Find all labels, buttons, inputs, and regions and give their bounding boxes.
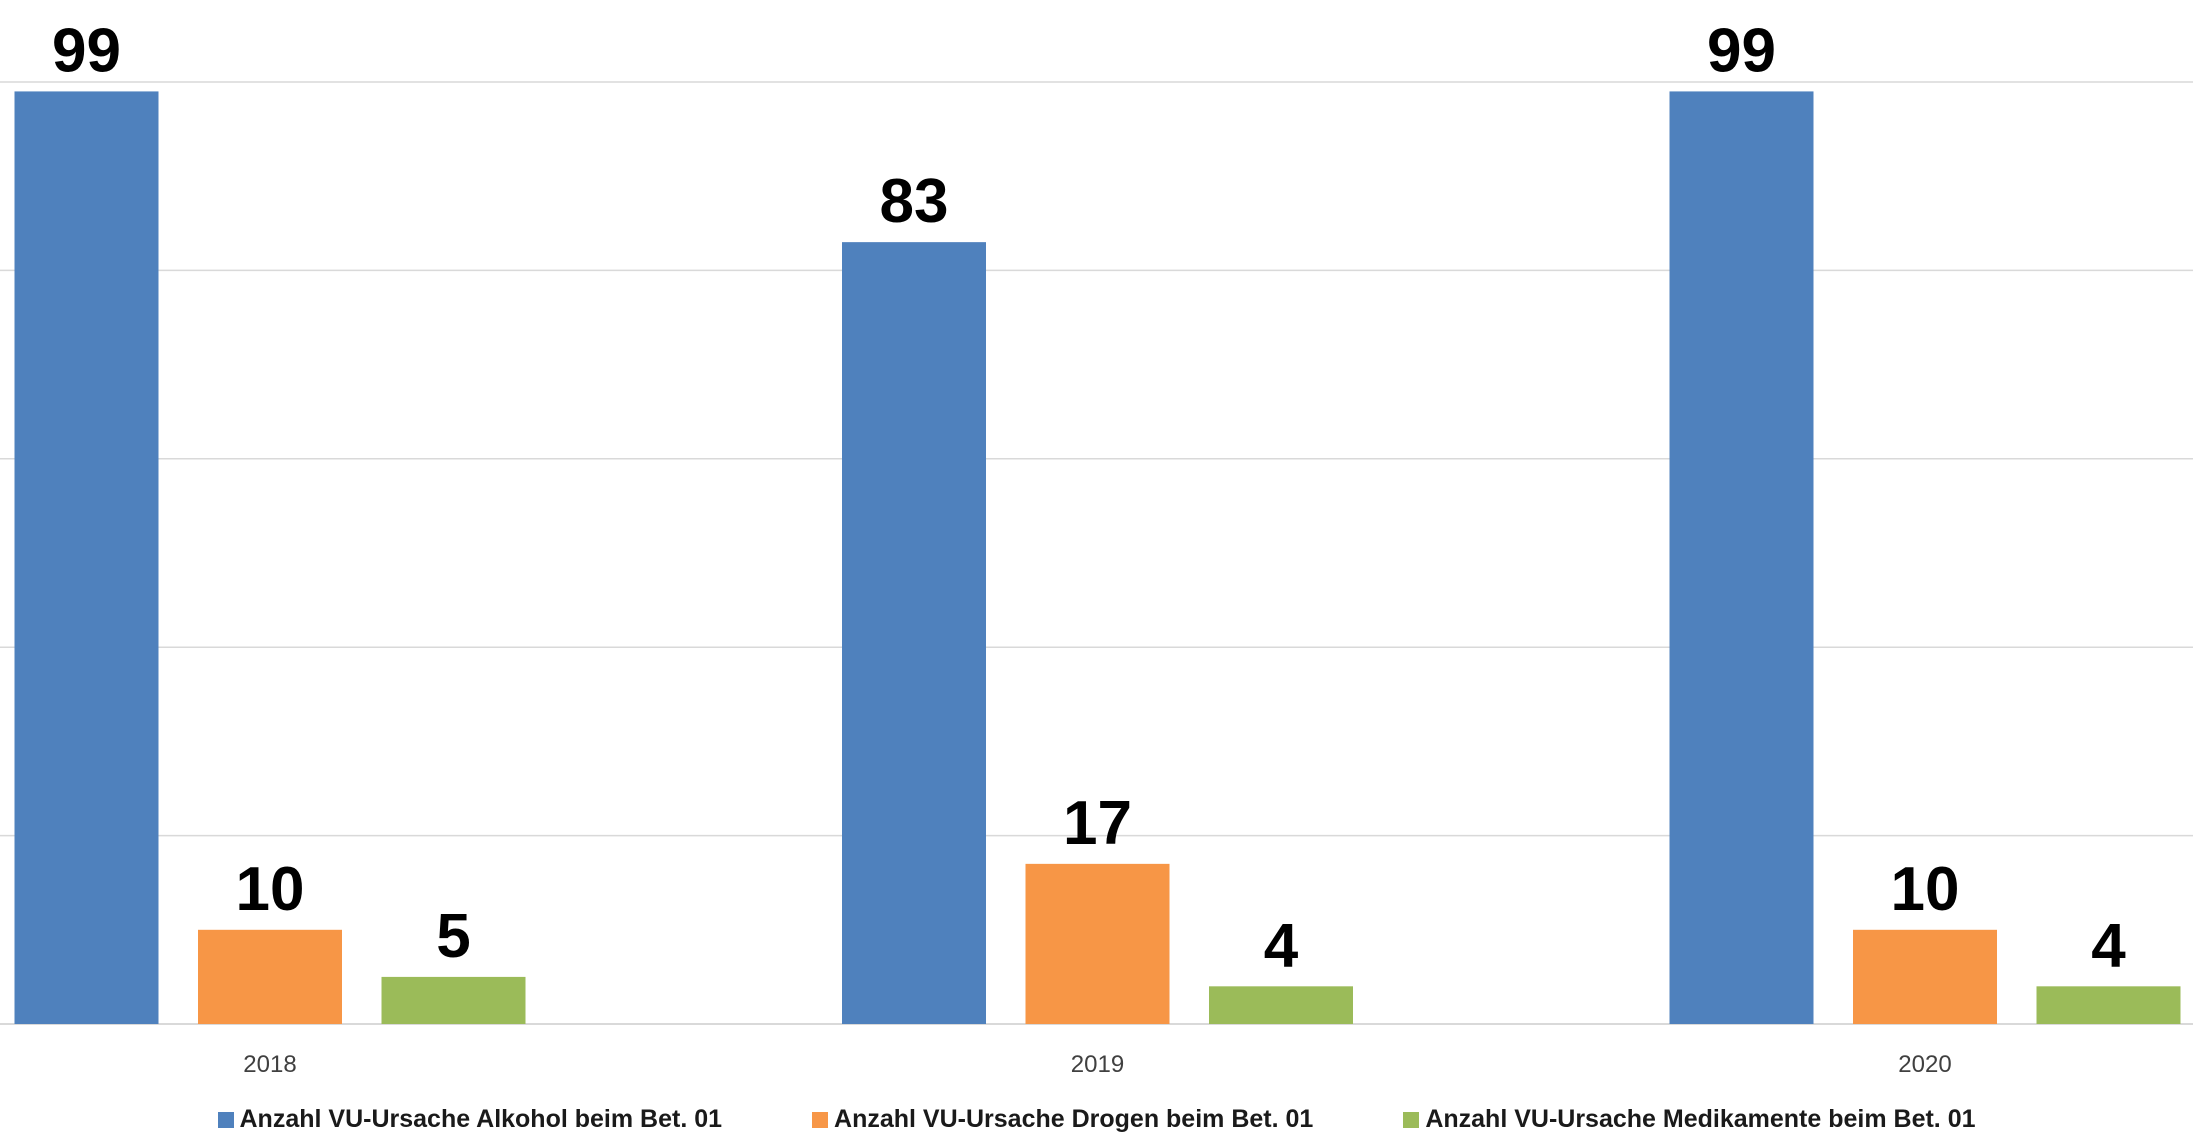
bar-2019-series-1 — [1025, 863, 1170, 1024]
legend: Anzahl VU-Ursache Alkohol beim Bet. 01 A… — [0, 1104, 2193, 1135]
legend-swatch-medikamente — [1403, 1111, 1420, 1128]
legend-item-drogen: Anzahl VU-Ursache Drogen beim Bet. 01 — [812, 1105, 1313, 1134]
x-tick-label-2018: 2018 — [243, 1051, 296, 1078]
legend-swatch-drogen — [812, 1111, 829, 1128]
bar-2018-series-0 — [14, 91, 159, 1025]
data-label-2018-series-0: 99 — [52, 16, 121, 85]
data-label-2018-series-2: 5 — [436, 902, 470, 971]
legend-item-medikamente: Anzahl VU-Ursache Medikamente beim Bet. … — [1403, 1105, 1976, 1134]
bar-2020-series-2 — [2036, 986, 2181, 1024]
data-label-2018-series-1: 10 — [236, 855, 305, 924]
bar-2020-series-1 — [1853, 929, 1997, 1024]
data-label-2020-series-1: 10 — [1891, 855, 1960, 924]
data-label-2019-series-2: 4 — [1264, 911, 1299, 980]
x-tick-label-2019: 2019 — [1071, 1051, 1124, 1078]
legend-label-alkohol: Anzahl VU-Ursache Alkohol beim Bet. 01 — [239, 1105, 723, 1133]
data-label-2020-series-2: 4 — [2091, 911, 2126, 980]
legend-swatch-alkohol — [217, 1111, 234, 1128]
data-label-2019-series-0: 83 — [880, 167, 949, 236]
legend-label-medikamente: Anzahl VU-Ursache Medikamente beim Bet. … — [1425, 1105, 1976, 1133]
data-label-2020-series-0: 99 — [1707, 16, 1776, 85]
legend-item-alkohol: Anzahl VU-Ursache Alkohol beim Bet. 01 — [217, 1105, 723, 1134]
bar-2020-series-0 — [1669, 91, 1814, 1025]
bar-2018-series-2 — [381, 976, 526, 1024]
legend-label-drogen: Anzahl VU-Ursache Drogen beim Bet. 01 — [834, 1105, 1314, 1133]
data-label-2019-series-1: 17 — [1063, 789, 1132, 858]
bar-2019-series-0 — [842, 242, 986, 1024]
x-tick-label-2020: 2020 — [1898, 1051, 1951, 1078]
bar-2019-series-2 — [1209, 986, 1353, 1024]
bar-2018-series-1 — [198, 929, 342, 1024]
